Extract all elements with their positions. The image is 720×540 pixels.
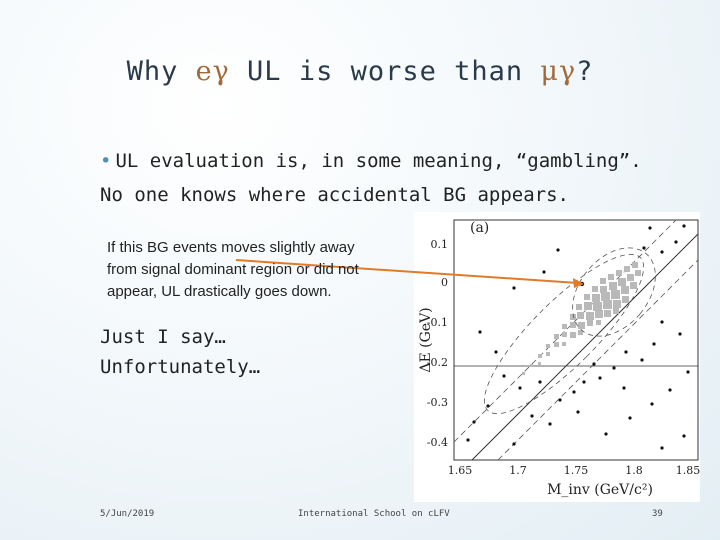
background-events	[466, 224, 690, 450]
scatter-plot-figure: 0.1 0 -0.1 -0.2 -0.3 -0.4 1.65 1.7 1.75 …	[414, 212, 700, 502]
body-line-2: No one knows where accidental BG appears…	[100, 184, 569, 206]
footer-date: 5/Jun/2019	[100, 509, 155, 519]
title-post: ?	[576, 56, 594, 87]
scatter-plot-svg: 0.1 0 -0.1 -0.2 -0.3 -0.4 1.65 1.7 1.75 …	[418, 219, 700, 498]
y-tick-label: 0	[441, 276, 448, 289]
title-pre: Why	[126, 56, 196, 87]
dashed-diagonal-upper	[453, 219, 677, 443]
x-axis-label: M_inv (GeV/c²)	[547, 482, 653, 498]
plot-frame	[453, 219, 699, 461]
callout-arrow-head	[573, 278, 584, 288]
bullet-dot: •	[100, 150, 112, 172]
slide-title: Why eγ UL is worse than μγ?	[0, 56, 720, 87]
y-tick-label: 0.1	[431, 238, 449, 251]
footer-page-number: 39	[652, 509, 663, 519]
callout-line: If this BG events moves slightly away	[107, 239, 355, 256]
y-tick-label: -0.1	[427, 316, 448, 329]
signal-density-region	[522, 262, 641, 375]
y-axis-label: ΔE (GeV)	[418, 307, 434, 372]
y-tick-label: -0.2	[427, 356, 448, 369]
callout-line: from signal dominant region or did not	[107, 261, 359, 278]
x-tick-label: 1.65	[448, 464, 473, 477]
signal-ellipse-inner	[572, 247, 656, 337]
x-tick-label: 1.85	[676, 464, 700, 477]
diagonal-line	[471, 233, 699, 461]
callout-text: If this BG events moves slightly away fr…	[107, 237, 437, 303]
remarks: Just I say… Unfortunately…	[100, 322, 260, 382]
panel-label: (a)	[470, 220, 489, 236]
signal-ellipse-outer	[483, 253, 645, 415]
title-mugamma: μγ	[540, 56, 577, 87]
bullet-text: UL evaluation is, in some meaning, “gamb…	[115, 150, 642, 172]
title-mid: UL is worse than	[229, 56, 541, 87]
title-egamma: eγ	[195, 56, 230, 87]
x-tick-label: 1.75	[564, 464, 589, 477]
callout-line: appear, UL drastically goes down.	[107, 283, 332, 300]
remark-line: Just I say…	[100, 326, 226, 348]
dashed-diagonal-lower	[497, 259, 699, 461]
callout-arrow	[235, 259, 579, 284]
x-tick-label: 1.7	[509, 464, 527, 477]
bullet-line: • UL evaluation is, in some meaning, “gam…	[100, 150, 642, 172]
x-tick-label: 1.8	[625, 464, 643, 477]
footer-center: International School on cLFV	[298, 509, 450, 519]
y-tick-label: -0.4	[427, 436, 448, 449]
remark-line: Unfortunately…	[100, 356, 261, 378]
y-tick-label: -0.3	[427, 396, 448, 409]
